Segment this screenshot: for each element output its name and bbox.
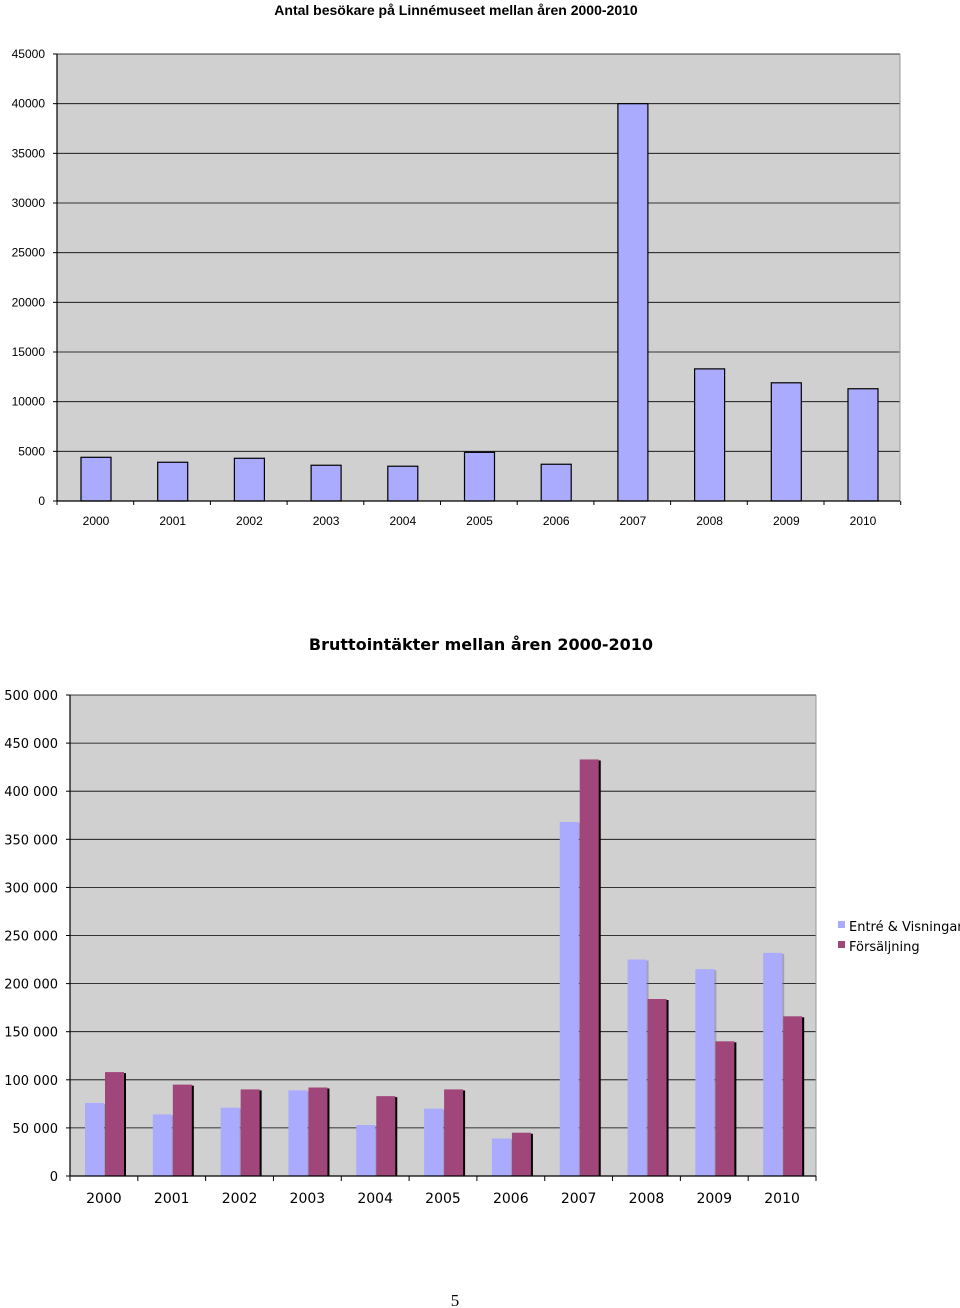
x-tick-label-2006: 2006: [493, 1191, 529, 1207]
y-tick-label: 0: [38, 494, 45, 508]
bar-entre-2008: [627, 959, 647, 1176]
y-tick-label: 150 000: [4, 1026, 58, 1041]
x-tick-label-2010: 2010: [850, 514, 877, 528]
legend-label-forsaljning: Försäljning: [849, 940, 920, 955]
bar-entre-2000: [85, 1102, 104, 1176]
y-tick-label: 10000: [12, 395, 46, 409]
bar-entre-2001: [152, 1114, 172, 1176]
bar-entre-2003: [288, 1090, 308, 1176]
x-tick-label-2005: 2005: [466, 514, 493, 528]
bar-entre-2004: [356, 1125, 376, 1176]
bar-forsaljning-2005: [444, 1089, 464, 1176]
y-tick-label: 40000: [12, 97, 46, 111]
y-tick-label: 0: [50, 1170, 58, 1185]
y-tick-label: 200 000: [4, 978, 58, 993]
visitors-chart: Antal besökare på Linnémuseet mellan åre…: [12, 2, 902, 528]
y-tick-label: 300 000: [4, 881, 58, 896]
bar-entre-2006: [491, 1138, 511, 1176]
x-tick-label-2006: 2006: [543, 514, 570, 528]
y-tick-label: 30000: [12, 196, 46, 210]
y-tick-label: 400 000: [4, 785, 58, 800]
legend-label-entre: Entré & Visningar: [849, 920, 960, 935]
bar-2007: [617, 103, 649, 502]
bar-forsaljning-2002: [240, 1089, 260, 1176]
x-tick-label-2009: 2009: [773, 514, 800, 528]
chart1-title: Antal besökare på Linnémuseet mellan åre…: [274, 2, 638, 18]
x-tick-label-2010: 2010: [764, 1191, 800, 1207]
y-tick-label: 35000: [12, 146, 46, 160]
bar-forsaljning-2008: [647, 998, 667, 1176]
x-tick-label-2007: 2007: [620, 514, 647, 528]
bar-2009: [770, 382, 802, 502]
x-tick-label-2001: 2001: [154, 1191, 190, 1207]
y-tick-label: 50 000: [13, 1122, 59, 1137]
x-tick-label-2007: 2007: [561, 1191, 597, 1207]
bar-forsaljning-2000: [105, 1072, 124, 1176]
bar-forsaljning-2006: [511, 1132, 531, 1176]
y-tick-label: 25000: [12, 246, 46, 260]
bar-2003: [310, 464, 342, 502]
bar-entre-2005: [424, 1108, 444, 1176]
bar-forsaljning-2007: [579, 759, 599, 1176]
bar-2000: [80, 456, 112, 502]
legend-swatch-entre: [838, 921, 845, 928]
x-tick-label-2005: 2005: [425, 1191, 461, 1207]
bar-2010: [847, 388, 879, 502]
x-tick-label-2002: 2002: [236, 514, 263, 528]
x-tick-label-2001: 2001: [159, 514, 186, 528]
x-tick-label-2000: 2000: [83, 514, 110, 528]
y-tick-label: 5000: [18, 444, 45, 458]
bar-2004: [387, 465, 419, 502]
x-tick-label-2009: 2009: [696, 1191, 732, 1207]
y-tick-label: 15000: [12, 345, 46, 359]
bar-entre-2010: [763, 952, 783, 1176]
x-tick-label-2004: 2004: [389, 514, 416, 528]
y-tick-label: 500 000: [4, 689, 58, 704]
x-tick-label-2002: 2002: [222, 1191, 258, 1207]
x-tick-label-2003: 2003: [290, 1191, 326, 1207]
y-tick-label: 250 000: [4, 930, 58, 945]
bar-entre-2002: [220, 1107, 240, 1176]
legend: Entré & Visningar Försäljning: [838, 920, 960, 955]
x-tick-label-2003: 2003: [313, 514, 340, 528]
bar-forsaljning-2004: [376, 1096, 396, 1176]
bar-forsaljning-2009: [715, 1041, 735, 1176]
bar-2005: [463, 451, 496, 502]
y-tick-label: 20000: [12, 295, 46, 309]
bar-forsaljning-2001: [172, 1084, 192, 1176]
y-tick-label: 100 000: [4, 1074, 58, 1089]
bar-2002: [233, 457, 265, 502]
x-tick-label-2008: 2008: [696, 514, 723, 528]
y-tick-label: 450 000: [4, 737, 58, 752]
page-number: 5: [451, 1291, 460, 1308]
legend-swatch-forsaljning: [838, 941, 845, 948]
bar-forsaljning-2010: [783, 1016, 803, 1176]
plot-area: [57, 54, 900, 501]
bar-entre-2009: [695, 969, 715, 1176]
y-tick-label: 45000: [12, 47, 46, 61]
chart2-title: Bruttointäkter mellan åren 2000-2010: [309, 635, 653, 654]
y-tick-label: 350 000: [4, 833, 58, 848]
x-tick-label-2008: 2008: [629, 1191, 665, 1207]
x-tick-label-2000: 2000: [86, 1191, 122, 1207]
bar-forsaljning-2003: [308, 1087, 328, 1176]
x-tick-label-2004: 2004: [357, 1191, 393, 1207]
bar-entre-2007: [559, 821, 579, 1176]
bar-2008: [693, 368, 726, 502]
